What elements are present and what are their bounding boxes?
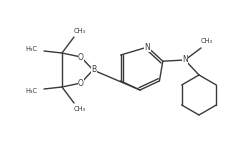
Text: CH₃: CH₃ [201,38,213,44]
Text: N: N [145,43,150,52]
Text: CH₃: CH₃ [74,28,86,34]
Text: H₃C: H₃C [26,88,38,94]
Text: CH₃: CH₃ [74,106,86,112]
Text: H₃C: H₃C [26,46,38,52]
Text: N: N [182,55,188,64]
Text: O: O [78,52,84,61]
Text: B: B [92,65,97,75]
Text: O: O [78,79,84,88]
